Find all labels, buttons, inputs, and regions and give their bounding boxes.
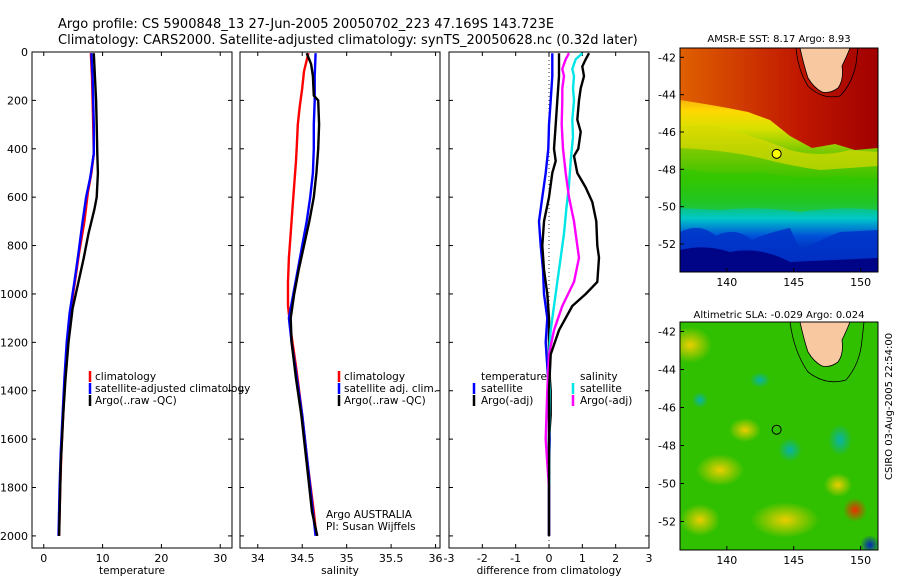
map-y-tick-label: -42 — [658, 51, 676, 64]
x-tick-label: 3 — [646, 552, 653, 565]
legend-label-sal-satellite: satellite — [580, 383, 622, 395]
x-tick-label: -1 — [510, 552, 521, 565]
map-y-tick-label: -48 — [658, 163, 676, 176]
sla-map-axes: 140 145 150 -42 -44 -46 -48 -50 -52 — [658, 326, 871, 568]
y-tick-label: 600 — [7, 191, 28, 204]
legend-label-satellite: satellite adj. clim. — [344, 383, 437, 395]
sst-map-panel: AMSR-E SST: 8.17 Argo: 8.93 140 145 150 -42… — [658, 34, 879, 289]
x-tick-label: 2 — [612, 552, 619, 565]
x-tick-label: 34.5 — [290, 552, 315, 565]
temperature-profile-panel: 0 10 20 30 temperature 0 200 400 600 800 1000 1200 1… — [0, 46, 233, 577]
legend-label-argo: Argo(..raw -QC) — [344, 395, 426, 407]
x-tick-label: 10 — [96, 552, 110, 565]
y-tick-label: 1800 — [0, 482, 28, 495]
map-x-tick-label: 145 — [783, 276, 804, 289]
series-line-salinity-argo-adj — [544, 52, 581, 536]
tasmania-landmass — [799, 322, 851, 367]
series-line-salinity-argo-raw — [547, 52, 601, 536]
x-tick-label: 1 — [579, 552, 586, 565]
map-y-tick-label: -48 — [658, 440, 676, 453]
x-tick-label: 0 — [546, 552, 553, 565]
y-tick-label: 0 — [21, 46, 28, 59]
x-tick-label: -2 — [477, 552, 488, 565]
x-tick-label: 0 — [40, 552, 47, 565]
sst-map-frame — [679, 47, 879, 273]
sla-map-frame — [679, 321, 879, 551]
sst-map-axes: 140 145 150 -42 -44 -46 -48 -50 -52 — [658, 51, 871, 289]
y-tick-label: 800 — [7, 240, 28, 253]
map-y-tick-label: -52 — [658, 516, 676, 529]
sla-argo-marker — [771, 424, 782, 435]
salinity-profile-panel: 34 34.5 35 35.5 36 salinity — [239, 51, 443, 577]
credit-line-2: PI: Susan Wijffels — [326, 521, 416, 533]
legend-label-temp-argo: Argo(-adj) — [481, 395, 533, 407]
x-tick-label: 35.5 — [379, 552, 404, 565]
x-tick-label: 20 — [154, 552, 168, 565]
map-y-tick-label: -50 — [658, 201, 676, 214]
sst-contour-line — [795, 48, 859, 98]
x-axis-label: salinity — [321, 565, 359, 577]
sla-contour-line — [789, 322, 865, 383]
map-y-tick-label: -44 — [658, 89, 676, 102]
map-y-tick-label: -42 — [658, 326, 676, 339]
difference-profile-panel: -3 -2 -1 0 1 2 3 difference from climatology — [444, 51, 653, 577]
map-x-tick-label: 145 — [783, 554, 804, 567]
plot-frame — [31, 51, 233, 549]
legend-label-climatology: climatology — [95, 371, 156, 383]
legend-heading-salinity: salinity — [580, 371, 618, 383]
y-tick-label: 1000 — [0, 288, 28, 301]
map-y-tick-label: -46 — [658, 402, 676, 415]
y-tick-label: 2000 — [0, 530, 28, 543]
sla-map-panel: Altimetric SLA: -0.029 Argo: 0.024 140 14… — [658, 310, 879, 568]
legend-label-climatology: climatology — [344, 371, 405, 383]
sst-argo-marker — [771, 148, 782, 159]
legend-label-satellite: satellite-adjusted climatology — [95, 383, 250, 395]
sla-map-title: Altimetric SLA: -0.029 Argo: 0.024 — [694, 310, 865, 321]
map-x-tick-label: 140 — [716, 554, 737, 567]
x-tick-label: 30 — [213, 552, 227, 565]
sla-map-image — [680, 322, 878, 550]
credit-line-1: Argo AUSTRALIA — [326, 509, 413, 521]
difference-legend: temperature satellite Argo(-adj) salinit… — [472, 371, 632, 407]
y-tick-label: 200 — [7, 94, 28, 107]
x-axis-label: difference from climatology — [477, 565, 622, 577]
figure-title: Argo profile: CS 5900848_13 27-Jun-2005 … — [58, 17, 554, 32]
map-y-tick-label: -50 — [658, 478, 676, 491]
x-tick-label: 35 — [340, 552, 354, 565]
y-tick-label: 400 — [7, 143, 28, 156]
map-x-tick-label: 140 — [716, 276, 737, 289]
side-timestamp-label: CSIRO 03-Aug-2005 22:54:00 — [884, 333, 895, 480]
tasmania-landmass — [799, 48, 851, 93]
figure-subtitle: Climatology: CARS2000. Satellite-adjuste… — [58, 33, 638, 48]
x-axis-label: temperature — [99, 565, 165, 577]
sst-map-title: AMSR-E SST: 8.17 Argo: 8.93 — [707, 34, 850, 45]
map-x-tick-label: 150 — [850, 276, 871, 289]
y-tick-label: 1400 — [0, 385, 28, 398]
legend-heading-temperature: temperature — [481, 371, 547, 383]
series-line-argo-raw-qc — [289, 52, 321, 537]
legend-label-sal-argo: Argo(-adj) — [580, 395, 632, 407]
x-tick-label: -3 — [444, 552, 455, 565]
y-tick-label: 1600 — [0, 433, 28, 446]
map-y-tick-label: -44 — [658, 364, 676, 377]
x-tick-label: 34 — [251, 552, 265, 565]
map-x-tick-label: 150 — [850, 554, 871, 567]
plot-frame — [239, 51, 441, 549]
sst-map-image — [680, 48, 878, 272]
legend-label-argo: Argo(..raw -QC) — [95, 395, 177, 407]
series-line-argo-raw-qc — [57, 53, 100, 536]
x-tick-label: 36 — [429, 552, 443, 565]
salinity-legend: climatology satellite adj. clim. Argo(..… — [337, 371, 437, 407]
y-tick-label: 1200 — [0, 336, 28, 349]
temperature-legend: climatology satellite-adjusted climatolo… — [88, 371, 250, 407]
map-y-tick-label: -46 — [658, 126, 676, 139]
map-y-tick-label: -52 — [658, 238, 676, 251]
legend-label-temp-satellite: satellite — [481, 383, 523, 395]
